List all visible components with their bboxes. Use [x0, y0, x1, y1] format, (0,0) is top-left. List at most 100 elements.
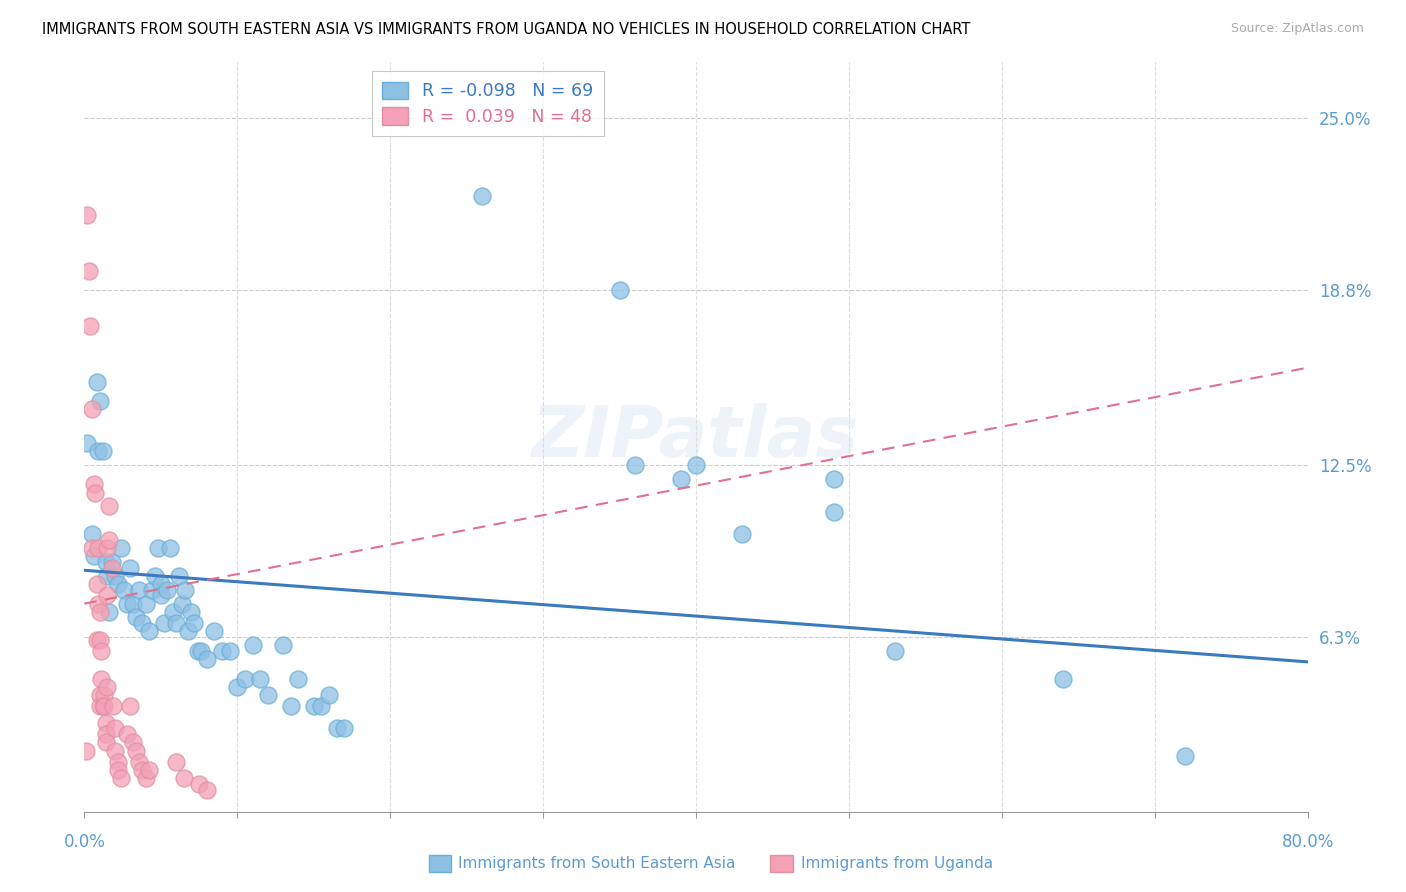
- Point: [94, 555, 117, 569]
- Point: [125, 610, 148, 624]
- Point: [101, 555, 124, 569]
- Point: [823, 505, 845, 519]
- Point: [669, 472, 692, 486]
- Point: [112, 582, 135, 597]
- Point: [97, 533, 120, 547]
- Point: [131, 763, 153, 777]
- Text: ZIPatlas: ZIPatlas: [533, 402, 859, 472]
- Point: [107, 763, 129, 777]
- Point: [101, 560, 124, 574]
- Text: Immigrants from Uganda: Immigrants from Uganda: [801, 856, 994, 871]
- Point: [823, 472, 845, 486]
- Point: [731, 527, 754, 541]
- Text: Source: ZipAtlas.com: Source: ZipAtlas.com: [1230, 22, 1364, 36]
- Point: [883, 644, 905, 658]
- Point: [242, 638, 264, 652]
- Point: [94, 735, 117, 749]
- Point: [94, 727, 117, 741]
- Point: [202, 624, 225, 639]
- Text: 0.0%: 0.0%: [63, 833, 105, 851]
- Point: [183, 615, 205, 630]
- Point: [90, 672, 112, 686]
- Point: [90, 644, 112, 658]
- Point: [104, 744, 127, 758]
- Point: [131, 615, 153, 630]
- Text: IMMIGRANTS FROM SOUTH EASTERN ASIA VS IMMIGRANTS FROM UGANDA NO VEHICLES IN HOUS: IMMIGRANTS FROM SOUTH EASTERN ASIA VS IM…: [42, 22, 970, 37]
- Point: [318, 688, 340, 702]
- Point: [77, 263, 100, 277]
- Point: [87, 541, 110, 555]
- Point: [153, 615, 176, 630]
- Point: [195, 652, 218, 666]
- Point: [75, 744, 97, 758]
- Point: [80, 541, 103, 555]
- Point: [471, 188, 494, 202]
- Point: [80, 527, 103, 541]
- Point: [188, 777, 211, 791]
- Point: [83, 477, 105, 491]
- Point: [165, 615, 187, 630]
- Point: [89, 394, 111, 409]
- Point: [186, 644, 208, 658]
- Point: [93, 688, 115, 702]
- Point: [174, 582, 197, 597]
- Point: [89, 632, 111, 647]
- Point: [120, 560, 142, 574]
- Point: [249, 672, 271, 686]
- Point: [110, 772, 132, 786]
- Point: [120, 699, 142, 714]
- Point: [1174, 749, 1197, 764]
- Point: [97, 605, 120, 619]
- Point: [96, 569, 118, 583]
- Point: [190, 644, 212, 658]
- Point: [271, 638, 294, 652]
- Point: [89, 688, 111, 702]
- Point: [115, 727, 138, 741]
- Point: [128, 582, 150, 597]
- Point: [86, 577, 108, 591]
- Point: [146, 541, 169, 555]
- Point: [287, 672, 309, 686]
- Point: [218, 644, 240, 658]
- Point: [173, 772, 195, 786]
- Point: [1052, 672, 1074, 686]
- Point: [86, 375, 108, 389]
- Point: [128, 755, 150, 769]
- Point: [233, 672, 256, 686]
- Point: [333, 722, 356, 736]
- Point: [86, 632, 108, 647]
- Point: [280, 699, 302, 714]
- Point: [141, 582, 163, 597]
- Point: [107, 577, 129, 591]
- Point: [96, 588, 118, 602]
- Point: [226, 680, 249, 694]
- Point: [149, 588, 172, 602]
- Point: [83, 549, 105, 564]
- Point: [107, 755, 129, 769]
- Point: [195, 782, 218, 797]
- Point: [93, 699, 115, 714]
- Point: [609, 283, 631, 297]
- Point: [96, 541, 118, 555]
- Point: [180, 605, 202, 619]
- Point: [89, 699, 111, 714]
- Point: [162, 605, 184, 619]
- Point: [97, 500, 120, 514]
- Text: 80.0%: 80.0%: [1281, 833, 1334, 851]
- Point: [167, 569, 190, 583]
- Point: [311, 699, 333, 714]
- Point: [76, 435, 98, 450]
- Point: [87, 597, 110, 611]
- Point: [96, 680, 118, 694]
- Point: [138, 624, 160, 639]
- Point: [211, 644, 233, 658]
- Point: [135, 597, 157, 611]
- Point: [79, 319, 101, 334]
- Point: [122, 597, 145, 611]
- Text: Immigrants from South Eastern Asia: Immigrants from South Eastern Asia: [458, 856, 735, 871]
- Point: [91, 699, 114, 714]
- Point: [165, 755, 187, 769]
- Point: [80, 402, 103, 417]
- Point: [110, 541, 132, 555]
- Point: [624, 458, 647, 472]
